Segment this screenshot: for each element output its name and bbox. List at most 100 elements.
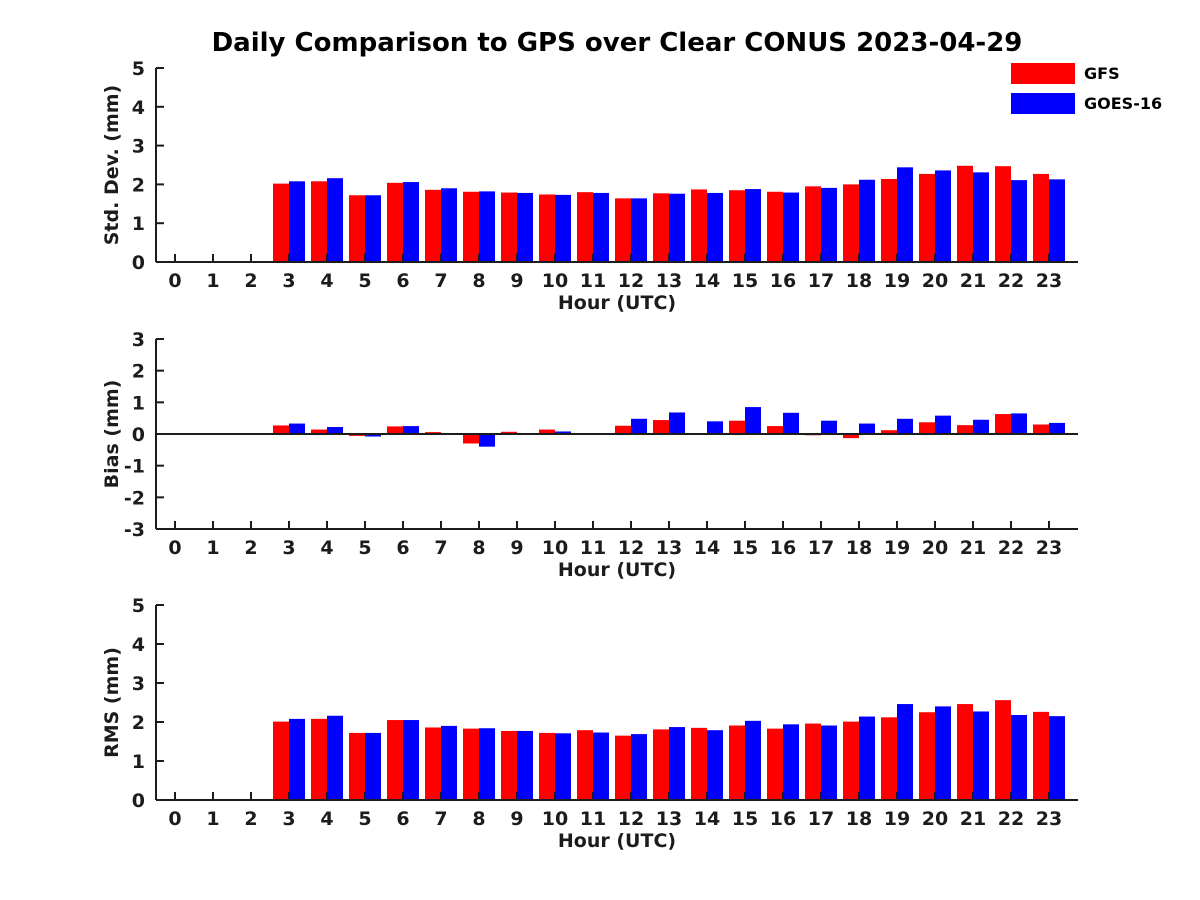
bar-gfs-hour-20 [919,422,935,434]
x-tick-label: 22 [998,270,1024,292]
bar-gfs-hour-18 [843,434,859,439]
x-tick-label: 2 [244,270,257,292]
bar-gfs-hour-22 [995,166,1011,262]
x-tick-label: 23 [1036,537,1062,559]
bar-gfs-hour-13 [653,420,669,434]
y-axis-label: Bias (mm) [101,380,123,489]
bar-goes-16-hour-22 [1011,714,1027,800]
x-tick-label: 9 [510,537,523,559]
bar-goes-16-hour-8 [479,728,495,800]
bar-gfs-hour-11 [577,730,593,800]
x-tick-label: 6 [396,808,409,830]
y-tick-label: 3 [132,673,145,695]
bar-gfs-hour-10 [539,194,555,262]
bar-goes-16-hour-11 [593,732,609,800]
x-tick-label: 8 [472,270,485,292]
bar-goes-16-hour-21 [973,711,989,800]
bar-gfs-hour-15 [729,725,745,800]
bar-gfs-hour-15 [729,190,745,262]
bar-goes-16-hour-5 [365,732,381,800]
x-tick-label: 5 [358,537,371,559]
bar-gfs-hour-15 [729,420,745,434]
y-tick-label: 5 [132,58,145,80]
x-tick-label: 3 [282,537,295,559]
bar-gfs-hour-8 [463,434,479,444]
x-tick-label: 2 [244,537,257,559]
bar-gfs-hour-19 [881,717,897,800]
y-tick-label: 2 [132,712,145,734]
x-tick-label: 7 [434,808,447,830]
y-tick-label: 0 [132,424,145,446]
bar-gfs-hour-20 [919,173,935,262]
x-tick-label: 12 [618,537,644,559]
x-tick-label: 0 [168,537,181,559]
bar-gfs-hour-3 [273,721,289,800]
bar-gfs-hour-4 [311,718,327,800]
y-tick-label: -1 [124,456,145,478]
bar-gfs-hour-21 [957,165,973,262]
x-tick-label: 17 [808,808,834,830]
bar-goes-16-hour-7 [441,725,457,800]
y-tick-label: 2 [132,174,145,196]
bar-goes-16-hour-14 [707,192,723,262]
x-tick-label: 17 [808,537,834,559]
y-tick-label: -2 [124,487,145,509]
bar-goes-16-hour-19 [897,704,913,800]
x-tick-label: 9 [510,808,523,830]
x-tick-label: 22 [998,808,1024,830]
bar-goes-16-hour-16 [783,412,799,434]
x-tick-label: 19 [884,270,910,292]
x-tick-label: 19 [884,808,910,830]
bar-gfs-hour-16 [767,728,783,800]
y-axis-label: Std. Dev. (mm) [101,85,123,246]
x-tick-label: 1 [206,537,219,559]
bar-goes-16-hour-3 [289,181,305,262]
bar-gfs-hour-22 [995,700,1011,800]
bar-gfs-hour-11 [577,192,593,262]
x-axis-label: Hour (UTC) [558,830,676,852]
x-tick-label: 6 [396,537,409,559]
x-tick-label: 1 [206,808,219,830]
bar-gfs-hour-19 [881,178,897,262]
y-tick-label: 3 [132,136,145,158]
x-tick-label: 0 [168,808,181,830]
bar-gfs-hour-6 [387,182,403,262]
x-tick-label: 20 [922,808,948,830]
bar-goes-16-hour-15 [745,407,761,434]
bar-gfs-hour-14 [691,727,707,800]
bar-gfs-hour-16 [767,426,783,434]
x-tick-label: 21 [960,537,986,559]
x-tick-label: 23 [1036,270,1062,292]
legend-label: GFS [1084,63,1120,83]
bar-gfs-hour-4 [311,429,327,434]
bar-goes-16-hour-21 [973,419,989,434]
x-tick-label: 16 [770,537,796,559]
bar-goes-16-hour-20 [935,415,951,434]
bar-gfs-hour-17 [805,186,821,262]
y-tick-label: 0 [132,252,145,274]
bar-gfs-hour-16 [767,191,783,262]
y-tick-label: 3 [132,329,145,351]
bar-goes-16-hour-21 [973,172,989,262]
legend-swatch-gfs [1011,62,1075,84]
x-tick-label: 15 [732,537,758,559]
x-tick-label: 18 [846,808,872,830]
legend-label: GOES-16 [1084,93,1163,113]
x-tick-label: 11 [580,808,606,830]
bar-goes-16-hour-6 [403,720,419,800]
x-tick-label: 17 [808,270,834,292]
y-tick-label: 2 [132,361,145,383]
x-tick-label: 5 [358,808,371,830]
bar-gfs-hour-5 [349,732,365,800]
x-tick-label: 19 [884,537,910,559]
bar-goes-16-hour-5 [365,434,381,437]
bar-goes-16-hour-15 [745,720,761,800]
x-tick-label: 2 [244,808,257,830]
bar-goes-16-hour-12 [631,734,647,800]
bar-gfs-hour-10 [539,429,555,434]
bar-goes-16-hour-20 [935,170,951,262]
x-tick-label: 15 [732,270,758,292]
x-tick-label: 8 [472,537,485,559]
bar-goes-16-hour-10 [555,733,571,800]
